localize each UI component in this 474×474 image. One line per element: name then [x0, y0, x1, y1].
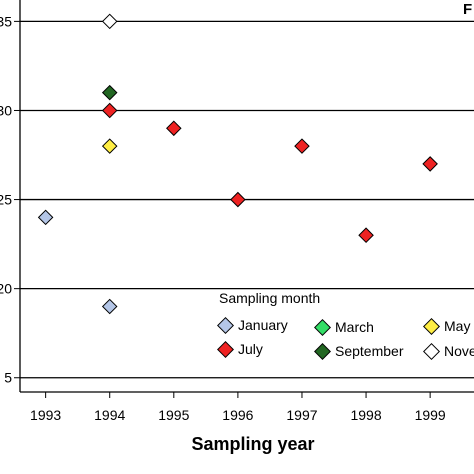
y-tick-label: 20: [0, 281, 12, 297]
x-tick-label: 1998: [350, 407, 381, 423]
point-july-1995: [166, 120, 182, 137]
legend-label-may: May: [444, 318, 470, 334]
point-july-1999: [422, 156, 438, 172]
y-tick-label: 35: [0, 13, 12, 29]
panel-letter: F: [463, 1, 472, 18]
x-tick-label: 1996: [222, 407, 253, 423]
x-axis-title: Sampling year: [191, 434, 314, 454]
legend-label-january: January: [238, 317, 288, 333]
legend-label-july: July: [238, 341, 263, 357]
legend-marker-january: [217, 317, 234, 334]
legend-title: Sampling month: [219, 290, 320, 306]
point-may-1994: [101, 138, 118, 154]
x-tick-label: 1995: [158, 407, 189, 423]
x-tick-label: 1997: [286, 407, 317, 423]
point-july-1996: [230, 191, 246, 208]
x-tick-label: 1999: [415, 407, 446, 423]
y-tick-label: 30: [0, 102, 12, 118]
x-tick-label: 1994: [94, 407, 125, 423]
x-tick-label: 1993: [30, 407, 61, 423]
legend-label-march: March: [335, 319, 374, 335]
legend-marker-september: [314, 343, 331, 360]
legend: Sampling month January March May July Se…: [217, 290, 474, 360]
legend-marker-march: [314, 319, 331, 336]
legend-label-september: September: [335, 343, 404, 359]
point-january-1994: [101, 298, 118, 315]
point-september-1994: [101, 84, 118, 101]
point-january-1993: [37, 209, 54, 226]
legend-marker-may: [423, 318, 440, 335]
point-july-1997: [294, 138, 310, 154]
legend-marker-july: [217, 341, 234, 358]
point-july-1998: [358, 227, 374, 243]
y-tick-label: 5: [4, 370, 12, 386]
legend-marker-november: [423, 343, 440, 360]
point-july-1994: [101, 102, 118, 119]
y-tick-label: 25: [0, 192, 12, 208]
legend-label-november: Nove: [444, 343, 474, 359]
point-november-1994: [101, 13, 118, 30]
